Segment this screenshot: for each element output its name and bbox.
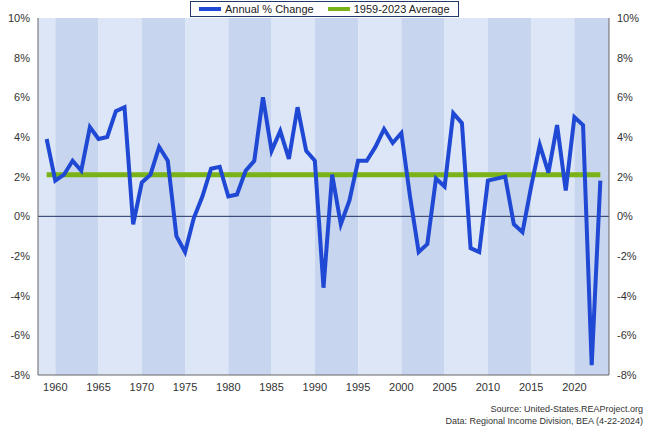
svg-text:0%: 0%	[617, 210, 633, 222]
html-text:1959-2023 Average: 1959-2023 Average	[353, 3, 450, 15]
svg-text:2010: 2010	[476, 381, 500, 393]
svg-text:-6%: -6%	[617, 329, 637, 341]
svg-text:1995: 1995	[346, 381, 370, 393]
svg-text:1970: 1970	[130, 381, 154, 393]
svg-text:-2%: -2%	[10, 250, 30, 262]
svg-text:6%: 6%	[617, 91, 633, 103]
svg-text:4%: 4%	[617, 131, 633, 143]
svg-text:2%: 2%	[617, 171, 633, 183]
svg-text:10%: 10%	[617, 12, 639, 24]
svg-text:2020: 2020	[562, 381, 586, 393]
svg-text:8%: 8%	[617, 52, 633, 64]
svg-text:2005: 2005	[432, 381, 456, 393]
svg-text:10%: 10%	[8, 12, 30, 24]
svg-text:1975: 1975	[173, 381, 197, 393]
svg-text:1985: 1985	[259, 381, 283, 393]
svg-text:-2%: -2%	[617, 250, 637, 262]
svg-text:1980: 1980	[216, 381, 240, 393]
svg-text:-4%: -4%	[617, 290, 637, 302]
svg-text:-4%: -4%	[10, 290, 30, 302]
svg-text:-8%: -8%	[617, 369, 637, 381]
html-text:Source: United-States.REAProje: Source: United-States.REAProject.org	[490, 404, 643, 414]
svg-text:2000: 2000	[389, 381, 413, 393]
svg-text:1965: 1965	[86, 381, 110, 393]
svg-text:1960: 1960	[43, 381, 67, 393]
svg-text:8%: 8%	[14, 52, 30, 64]
svg-text:0%: 0%	[14, 210, 30, 222]
svg-text:-6%: -6%	[10, 329, 30, 341]
svg-text:2%: 2%	[14, 171, 30, 183]
svg-text:2015: 2015	[519, 381, 543, 393]
svg-text:-8%: -8%	[10, 369, 30, 381]
html-text:Annual % Change: Annual % Change	[225, 3, 314, 15]
svg-text:6%: 6%	[14, 91, 30, 103]
html-text:Data: Regional Income Division: Data: Regional Income Division, BEA (4-2…	[445, 416, 643, 426]
svg-text:1990: 1990	[303, 381, 327, 393]
svg-text:4%: 4%	[14, 131, 30, 143]
